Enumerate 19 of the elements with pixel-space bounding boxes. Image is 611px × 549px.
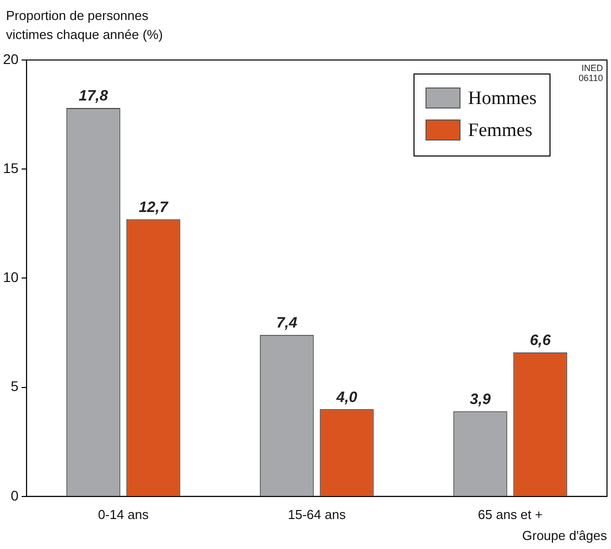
legend-label: Femmes	[468, 120, 532, 141]
y-axis-title: Proportion de personnes victimes chaque année (%)	[6, 7, 163, 44]
data-label: 3,9	[470, 390, 492, 408]
data-label: 4,0	[335, 388, 358, 406]
data-label: 6,6	[530, 332, 552, 350]
y-tick-label: 15	[2, 160, 19, 176]
y-tick-label: 20	[2, 50, 19, 67]
legend-label: Hommes	[468, 88, 537, 109]
x-tick-label: 0-14 ans	[98, 506, 150, 522]
data-label: 12,7	[138, 198, 169, 216]
y-tick-label: 0	[10, 487, 19, 504]
x-tick-label: 65 ans et +	[478, 506, 543, 522]
data-label: 7,4	[276, 314, 298, 332]
x-axis-title: Groupe d'âges	[522, 528, 607, 543]
data-label: 17,8	[78, 88, 109, 105]
x-tick-label: 15-64 ans	[288, 506, 346, 522]
y-tick-label: 10	[2, 269, 19, 286]
annotation: INED 06110	[578, 62, 604, 83]
y-tick-label: 5	[10, 378, 19, 394]
